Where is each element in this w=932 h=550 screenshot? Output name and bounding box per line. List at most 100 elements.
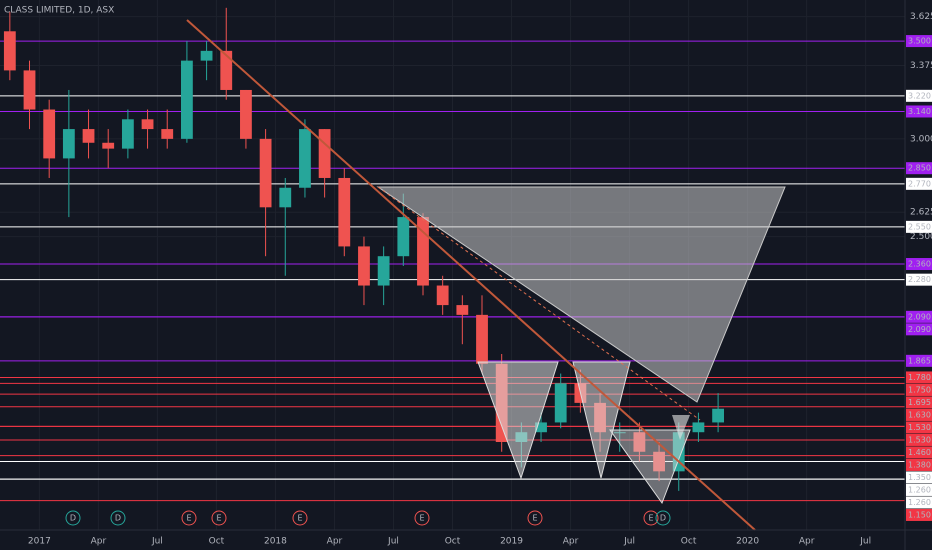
- level-label: 3.500: [908, 37, 931, 46]
- candle-body: [181, 60, 193, 139]
- level-label: 2.280: [908, 275, 931, 284]
- level-label-box: [906, 408, 932, 421]
- level-label: 3.140: [908, 107, 931, 116]
- event-label: E: [186, 514, 191, 523]
- candle-body: [121, 119, 134, 149]
- level-label: 2.090: [908, 325, 931, 334]
- x-tick-label: 2019: [500, 537, 523, 547]
- level-label-box: [906, 35, 932, 48]
- level-label: 2.550: [908, 222, 931, 231]
- candle-body: [653, 451, 665, 472]
- candle-body: [62, 129, 75, 159]
- y-tick-label: 3.000: [910, 134, 932, 144]
- level-label-box: [906, 89, 932, 102]
- candle-body: [220, 50, 233, 90]
- candle-body: [672, 432, 685, 472]
- x-tick-label: Apr: [327, 537, 343, 547]
- level-label-box: [906, 508, 932, 521]
- x-tick-label: Apr: [91, 537, 107, 547]
- candle-body: [240, 89, 252, 139]
- x-tick-label: Oct: [209, 537, 225, 547]
- axes: 2017 Apr Jul Oct 2018 Apr Jul Oct 2019 Apr Jul Oct 2…: [28, 12, 932, 547]
- drawings: [186, 19, 786, 531]
- event-marker: [181, 510, 197, 526]
- triangle-drawing: [609, 429, 691, 505]
- candle-body: [613, 432, 626, 434]
- event-marker: [655, 510, 671, 526]
- events: D D E E E E E E D: [65, 510, 671, 526]
- event-label: E: [216, 514, 221, 523]
- y-tick-label: 2.625: [910, 208, 932, 218]
- level-label-box: [906, 383, 932, 396]
- triangle-drawing: [376, 186, 786, 403]
- candle-body: [23, 70, 36, 110]
- candle-body: [692, 422, 705, 433]
- candle-body: [102, 142, 115, 149]
- candle-body: [476, 314, 488, 364]
- x-tick-label: Oct: [681, 537, 697, 547]
- trend-line: [377, 186, 701, 421]
- level-label-box: [906, 323, 932, 336]
- level-label-box: [906, 421, 932, 434]
- x-tick-label: Jul: [623, 537, 635, 547]
- level-label-box: [906, 258, 932, 271]
- event-marker: [414, 510, 430, 526]
- candle-body: [377, 256, 390, 286]
- x-tick-label: 2018: [264, 537, 287, 547]
- event-label: D: [115, 514, 121, 523]
- x-tick-label: Apr: [563, 537, 579, 547]
- level-label-box: [906, 177, 932, 190]
- candle-body: [279, 187, 292, 208]
- candle-body: [161, 129, 174, 139]
- event-marker: [110, 510, 126, 526]
- level-label: 1.695: [908, 398, 931, 407]
- level-label: 2.090: [908, 312, 931, 321]
- level-label: 1.260: [908, 485, 931, 494]
- level-label: 1.530: [908, 435, 931, 444]
- level-label: 1.150: [908, 510, 931, 519]
- candle-body: [318, 129, 331, 178]
- candle-body: [3, 31, 16, 71]
- y-tick-label: 3.625: [910, 12, 932, 22]
- level-label: 1.750: [908, 385, 931, 394]
- event-label: E: [532, 514, 537, 523]
- level-label: 1.260: [908, 498, 931, 507]
- level-label-box: [906, 446, 932, 459]
- x-tick-label: Jul: [859, 537, 871, 547]
- level-label-box: [906, 273, 932, 286]
- chart-title: CLASS LIMITED, 1D, ASX: [4, 6, 114, 16]
- level-label-box: [906, 483, 932, 496]
- level-label: 2.850: [908, 164, 931, 173]
- triangle-drawing: [477, 361, 559, 480]
- triangle-drawing: [572, 361, 631, 479]
- candle-body: [82, 129, 95, 143]
- event-label: E: [419, 514, 424, 523]
- level-label-box: [906, 396, 932, 409]
- candle-body: [200, 50, 213, 61]
- candle-body: [299, 129, 311, 188]
- y-tick-label: 3.375: [910, 61, 932, 71]
- level-label: 1.530: [908, 423, 931, 432]
- event-marker: [527, 510, 543, 526]
- candle-body: [259, 138, 272, 208]
- x-tick-label: Jul: [387, 537, 399, 547]
- candle-body: [43, 109, 56, 159]
- candle-body: [141, 119, 154, 130]
- level-label: 2.770: [908, 179, 931, 188]
- level-label-box: [906, 354, 932, 367]
- candle-body: [535, 422, 547, 433]
- x-tick-label: Apr: [799, 537, 815, 547]
- y-tick-label: 2.500: [910, 232, 932, 242]
- level-label: 1.865: [908, 356, 931, 365]
- level-label-box: [906, 105, 932, 118]
- level-label: 1.380: [908, 460, 931, 469]
- level-label: 2.360: [908, 260, 931, 269]
- level-label: 1.350: [908, 473, 931, 482]
- candle-body: [712, 408, 724, 423]
- level-label-box: [906, 496, 932, 509]
- level-label-box: [906, 162, 932, 175]
- event-label: D: [70, 514, 76, 523]
- level-label-box: [906, 471, 932, 484]
